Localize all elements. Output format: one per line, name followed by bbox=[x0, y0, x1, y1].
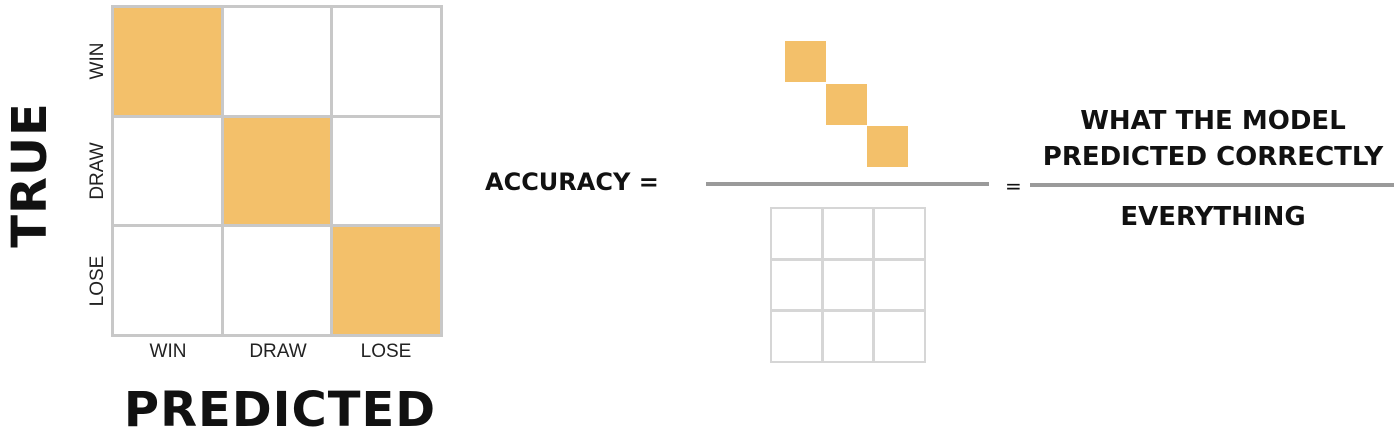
diagonal-square-1 bbox=[785, 41, 826, 82]
cell-win-lose bbox=[333, 8, 440, 115]
col-label-lose: LOSE bbox=[360, 341, 412, 362]
equals-sign: = bbox=[1005, 174, 1022, 198]
diagonal-square-2 bbox=[826, 84, 867, 125]
row-label-win: WIN bbox=[87, 42, 108, 80]
accuracy-label: ACCURACY = bbox=[485, 168, 659, 196]
row-label-lose: LOSE bbox=[87, 255, 108, 307]
numerator-line-2: PREDICTED CORRECTLY bbox=[1042, 142, 1384, 172]
row-label-draw: DRAW bbox=[87, 142, 108, 200]
col-label-draw: DRAW bbox=[249, 341, 307, 362]
cell-lose-win bbox=[114, 227, 221, 334]
denominator-grid bbox=[770, 207, 926, 363]
cell-draw-win bbox=[114, 117, 221, 225]
numerator-line-1: WHAT THE MODEL bbox=[1080, 106, 1346, 136]
denominator-text: EVERYTHING bbox=[1120, 202, 1306, 232]
cell-lose-lose bbox=[333, 227, 440, 334]
cell-win-draw bbox=[223, 8, 331, 115]
cell-draw-lose bbox=[333, 117, 440, 225]
cell-lose-draw bbox=[223, 227, 331, 334]
y-axis-title: TRUE bbox=[2, 102, 58, 248]
confusion-matrix bbox=[111, 5, 443, 337]
diagonal-square-3 bbox=[867, 126, 908, 167]
fraction-bar-visual bbox=[706, 182, 989, 186]
cell-draw-draw bbox=[223, 117, 331, 225]
x-axis-title: PREDICTED bbox=[123, 382, 437, 438]
fraction-bar-text bbox=[1030, 183, 1394, 187]
col-label-win: WIN bbox=[149, 341, 187, 362]
cell-win-win bbox=[114, 8, 221, 115]
